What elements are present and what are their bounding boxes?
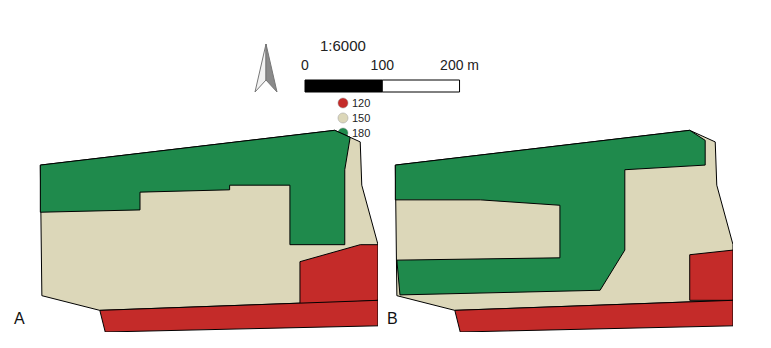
svg-text:1:6000: 1:6000: [320, 37, 366, 54]
svg-text:B: B: [387, 310, 398, 327]
svg-text:A: A: [14, 310, 25, 327]
svg-text:200 m: 200 m: [440, 57, 479, 73]
svg-text:150: 150: [352, 112, 370, 124]
svg-text:100: 100: [371, 57, 395, 73]
svg-text:0: 0: [301, 57, 309, 73]
svg-text:180: 180: [352, 127, 370, 139]
svg-text:120: 120: [352, 97, 370, 109]
